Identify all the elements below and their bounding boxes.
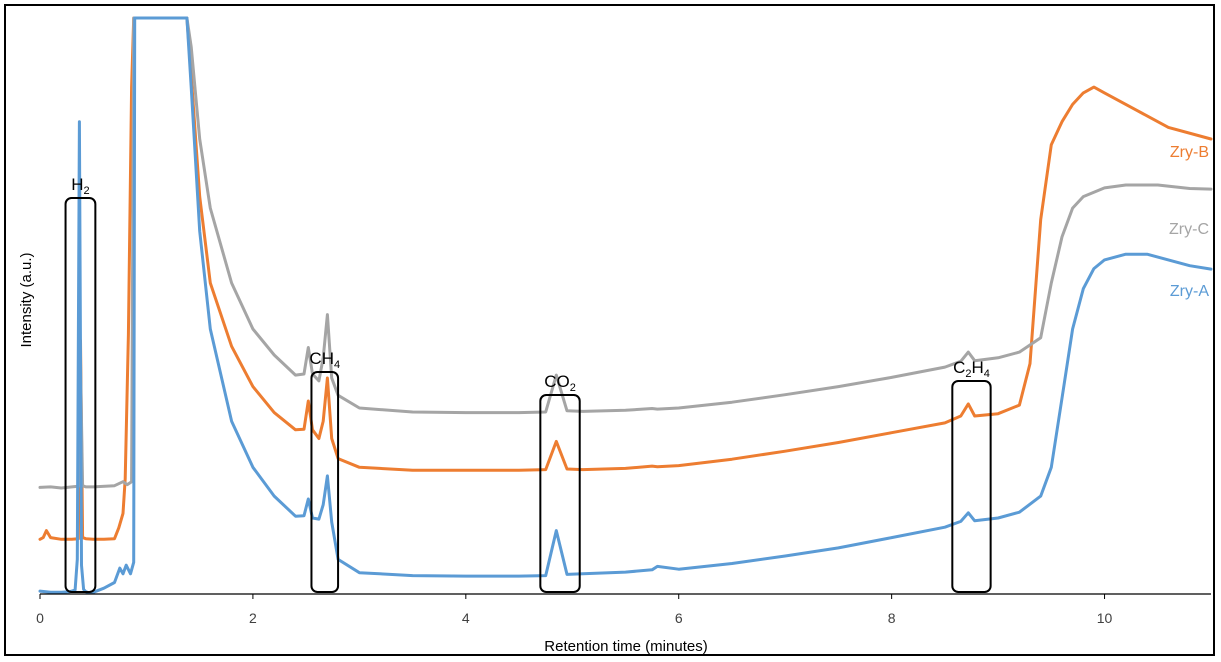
x-tick-label: 2 <box>249 610 257 626</box>
peak-box-c2h4 <box>951 380 992 593</box>
peak-box-layer: H2 CH4 CO2 C2H4 <box>64 175 992 593</box>
peak-label-co2: CO2 <box>544 372 576 394</box>
x-tick-label: 0 <box>36 610 44 626</box>
series-label-zry-a: Zry-A <box>1170 283 1209 300</box>
peak-box-ch4 <box>310 371 340 593</box>
peak-box-co2 <box>539 394 581 593</box>
peak-label-h2: H2 <box>71 175 89 197</box>
x-tick-label: 4 <box>462 610 470 626</box>
series-line-zry-b <box>38 16 1213 541</box>
x-tick-label: 8 <box>888 610 896 626</box>
series-layer: Zry-B Zry-C Zry-A <box>38 16 1213 595</box>
series-label-zry-c: Zry-C <box>1169 221 1209 238</box>
x-tick-layer: 0 2 4 6 8 10 <box>36 594 1113 626</box>
series-label-zry-b: Zry-B <box>1170 144 1209 161</box>
series-line-zry-c <box>38 16 1213 490</box>
x-axis-label: Retention time (minutes) <box>544 638 707 655</box>
x-tick-label: 6 <box>675 610 683 626</box>
peak-label-c2h4: C2H4 <box>953 358 990 380</box>
peak-label-ch4: CH4 <box>309 349 340 371</box>
chart-frame <box>4 4 1215 656</box>
series-line-zry-a <box>38 16 1213 595</box>
x-tick-label: 10 <box>1097 610 1113 626</box>
peak-box-h2 <box>64 197 97 593</box>
y-axis-label: Intensity (a.u.) <box>18 252 35 347</box>
